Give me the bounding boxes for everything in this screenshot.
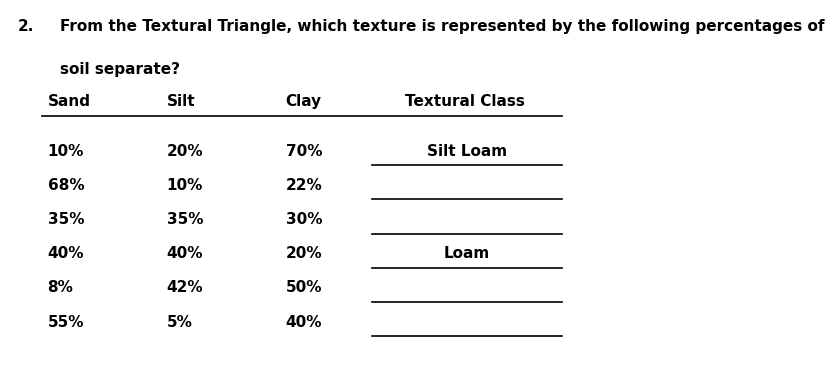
- Text: 22%: 22%: [285, 178, 322, 193]
- Text: 20%: 20%: [166, 144, 203, 159]
- Text: From the Textural Triangle, which texture is represented by the following percen: From the Textural Triangle, which textur…: [60, 19, 827, 35]
- Text: 8%: 8%: [48, 281, 74, 295]
- Text: 35%: 35%: [48, 212, 84, 227]
- Text: 40%: 40%: [166, 246, 203, 261]
- Text: 10%: 10%: [48, 144, 84, 159]
- Text: 40%: 40%: [285, 315, 322, 329]
- Text: 50%: 50%: [285, 281, 322, 295]
- Text: Loam: Loam: [443, 246, 490, 261]
- Text: Sand: Sand: [48, 94, 90, 109]
- Text: soil separate?: soil separate?: [60, 62, 179, 77]
- Text: Silt: Silt: [166, 94, 195, 109]
- Text: 30%: 30%: [285, 212, 322, 227]
- Text: 5%: 5%: [166, 315, 193, 329]
- Text: 42%: 42%: [166, 281, 203, 295]
- Text: 40%: 40%: [48, 246, 84, 261]
- Text: Textural Class: Textural Class: [404, 94, 524, 109]
- Text: 35%: 35%: [166, 212, 203, 227]
- Text: 68%: 68%: [48, 178, 84, 193]
- Text: 70%: 70%: [285, 144, 322, 159]
- Text: Clay: Clay: [285, 94, 322, 109]
- Text: 2.: 2.: [18, 19, 34, 35]
- Text: 55%: 55%: [48, 315, 84, 329]
- Text: Silt Loam: Silt Loam: [427, 144, 507, 159]
- Text: 20%: 20%: [285, 246, 322, 261]
- Text: 10%: 10%: [166, 178, 203, 193]
